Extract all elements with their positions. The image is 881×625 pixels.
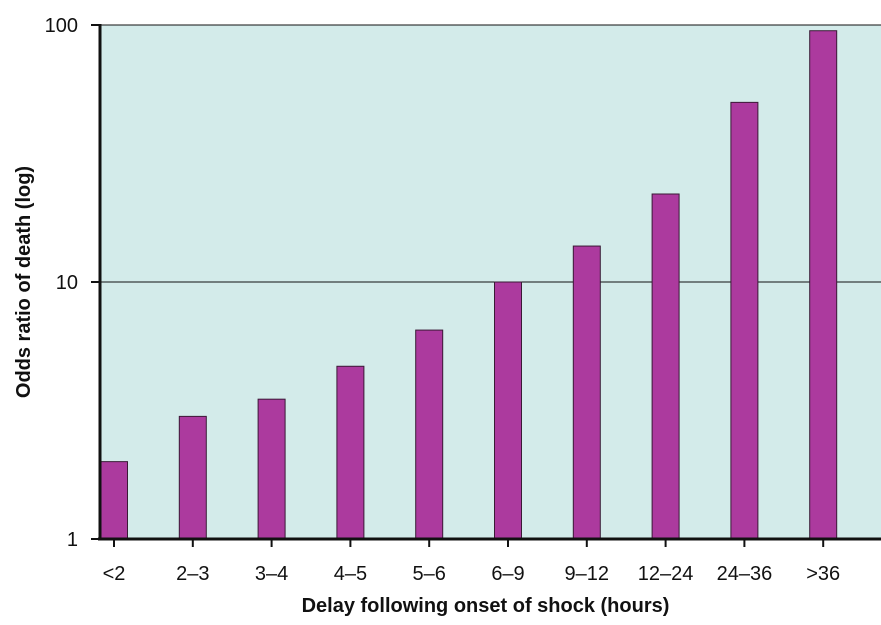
x-ticks-group: <2 2–3 3–4 4–5 5–6 6–9 9–12 12–24 24–36 >36 bbox=[103, 539, 840, 585]
bar-6 bbox=[572, 245, 601, 540]
x-tick-label-3: 4–5 bbox=[334, 563, 367, 585]
bar-7 bbox=[651, 193, 680, 540]
bar-9 bbox=[809, 30, 838, 540]
x-tick-label-2: 3–4 bbox=[255, 563, 288, 585]
bar-0 bbox=[100, 461, 128, 540]
bars-group bbox=[100, 30, 838, 540]
y-tick-label-2: 100 bbox=[45, 15, 78, 37]
x-tick-label-8: 24–36 bbox=[717, 563, 773, 585]
x-axis-title: Delay following onset of shock (hours) bbox=[302, 595, 670, 617]
x-tick-label-1: 2–3 bbox=[176, 563, 209, 585]
bar-8 bbox=[730, 101, 759, 540]
bar-3 bbox=[336, 365, 365, 540]
x-tick-label-5: 6–9 bbox=[491, 563, 524, 585]
bar-4 bbox=[415, 329, 444, 540]
x-tick-label-7: 12–24 bbox=[638, 563, 694, 585]
y-tick-label-0: 1 bbox=[67, 529, 78, 551]
y-tick-label-1: 10 bbox=[56, 272, 78, 294]
x-tick-label-4: 5–6 bbox=[413, 563, 446, 585]
y-axis-title: Odds ratio of death (log) bbox=[13, 166, 35, 398]
bar-5 bbox=[494, 281, 522, 540]
x-tick-label-6: 9–12 bbox=[565, 563, 610, 585]
x-tick-label-0: <2 bbox=[103, 563, 126, 585]
bar-2 bbox=[257, 398, 286, 540]
bar-1 bbox=[178, 415, 207, 540]
y-ticks-group: 1 10 100 bbox=[45, 15, 100, 551]
x-tick-label-9: >36 bbox=[806, 563, 840, 585]
